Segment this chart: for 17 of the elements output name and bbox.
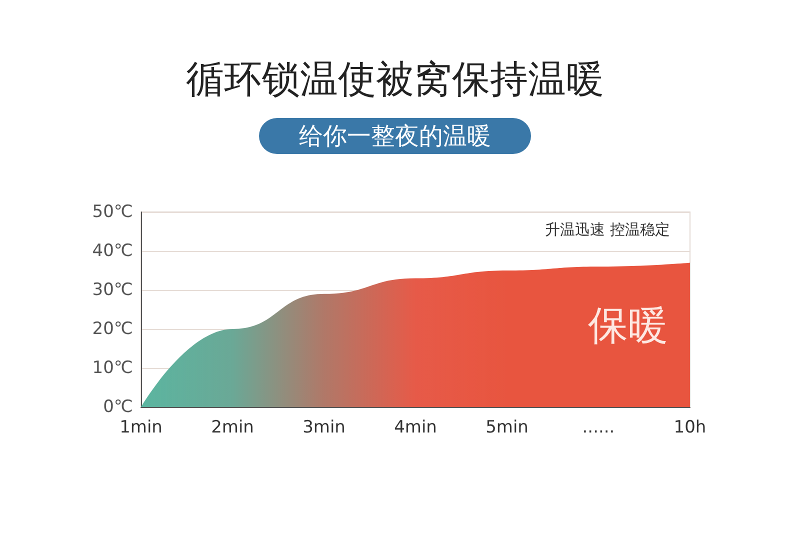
y-tick-label: 50℃ — [92, 202, 133, 222]
x-tick-label: 10h — [674, 418, 706, 438]
x-tick-label: 2min — [211, 418, 254, 438]
chart-subtitle: 给你一整夜的温暖 — [299, 122, 491, 150]
y-tick-label: 20℃ — [92, 319, 133, 339]
y-tick-label: 10℃ — [92, 358, 133, 378]
x-tick-label: 1min — [120, 418, 162, 438]
x-tick-label: ...... — [582, 418, 615, 438]
y-tick-label: 30℃ — [92, 280, 133, 300]
chart-title: 循环锁温使被窝保持温暖 — [186, 57, 604, 101]
y-tick-label: 0℃ — [103, 397, 133, 417]
annotation: 保暖 — [588, 303, 668, 349]
x-tick-label: 5min — [486, 418, 528, 438]
y-tick-label: 40℃ — [92, 241, 133, 261]
x-tick-label: 4min — [394, 418, 437, 438]
x-tick-label: 3min — [302, 418, 346, 438]
annotation: 升温迅速 控温稳定 — [545, 220, 670, 238]
